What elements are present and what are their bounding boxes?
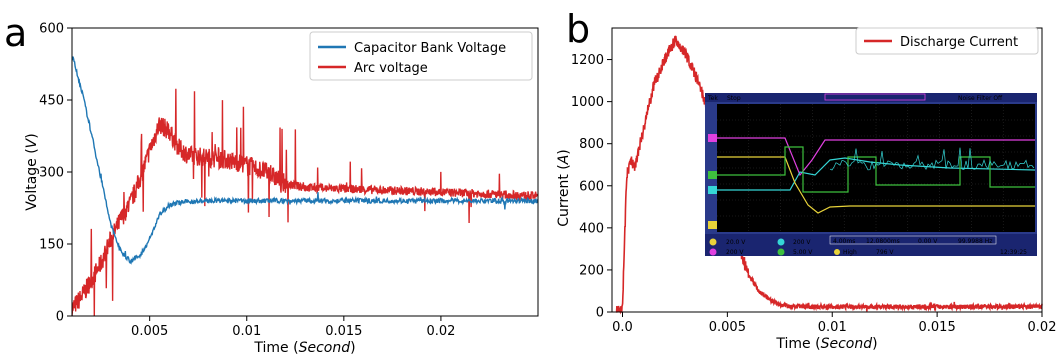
- x-tick-label: 0.02: [426, 324, 455, 339]
- x-axis-label-a: Time (Second): [253, 340, 355, 354]
- osc-trace-ch2: [717, 157, 1036, 191]
- osc-state: Stop: [727, 95, 741, 102]
- osc-ch1-scale: 20.0 V: [726, 239, 746, 246]
- y-axis-label-b: Current (A): [556, 149, 572, 227]
- osc-timebase-box: [829, 235, 997, 245]
- osc-ch3-scale: 200 V: [726, 249, 744, 256]
- osc-channel-marker: [708, 221, 717, 229]
- x-tick-label: 0.005: [709, 320, 746, 335]
- x-axis-label-b: Time (Second): [775, 336, 877, 352]
- oscilloscope-inset: Tek Stop Noise Filter Off 20.0 V 200 V 2…: [705, 93, 1037, 256]
- y-tick-label: 0: [56, 310, 64, 325]
- osc-trace-ch2-noise: [829, 147, 1035, 171]
- panel-a: a 0.005 0.01 0.015 0.02 0 150 300 450 600 Time …: [4, 11, 539, 356]
- osc-header-bar: [705, 93, 1037, 102]
- osc-clock: 12:39:25: [1000, 249, 1027, 256]
- legend-entry-discharge-current: Discharge Current: [900, 35, 1018, 50]
- osc-ch2-scale: 200 V: [793, 239, 811, 246]
- axes-frame-b: [611, 27, 1043, 313]
- osc-ch4-scale: 5.00 V: [793, 249, 813, 256]
- y-tick-label: 1200: [571, 53, 604, 68]
- x-tick-label: 0.01: [232, 324, 261, 339]
- y-tick-label: 0: [596, 306, 604, 321]
- osc-filter: Noise Filter Off: [958, 95, 1003, 102]
- series-line-arc-voltage: [72, 88, 538, 316]
- y-tick-label: 600: [579, 179, 604, 194]
- x-tick-label: 0.015: [919, 320, 956, 335]
- osc-trigger-level: 796 V: [876, 249, 894, 256]
- x-tick-label: 0.015: [325, 324, 362, 339]
- y-tick-label: 300: [39, 166, 64, 181]
- y-tick-label: 1000: [571, 95, 604, 110]
- osc-trigger: 0.00 V: [918, 238, 938, 245]
- y-tick-label: 450: [39, 94, 64, 109]
- y-tick-label: 800: [579, 137, 604, 152]
- y-tick-label: 200: [579, 263, 604, 278]
- panel-letter-b: b: [566, 7, 590, 51]
- legend-entry-arc-voltage: Arc voltage: [354, 61, 428, 76]
- osc-ch1-marker: [709, 238, 717, 246]
- osc-channel-marker: [708, 186, 717, 194]
- panel-letter-a: a: [4, 11, 27, 55]
- y-tick-label: 150: [39, 238, 64, 253]
- osc-readout-bar: [705, 234, 1037, 256]
- x-tick-label: 0.0: [612, 320, 633, 335]
- osc-trigger-marker: [834, 249, 840, 255]
- osc-channel-marker: [708, 134, 717, 142]
- series-line-capacitor-bank-voltage: [72, 56, 538, 265]
- osc-ch3-marker: [709, 248, 717, 256]
- osc-channel-marker: [708, 171, 717, 179]
- y-tick-label: 400: [579, 221, 604, 236]
- legend-a: Capacitor Bank Voltage Arc voltage: [309, 31, 533, 81]
- osc-ch4-marker: [777, 248, 785, 256]
- osc-trace-ch4: [717, 146, 1035, 193]
- osc-position: 12.0800ms: [866, 238, 900, 245]
- x-tick-label: 0.005: [131, 324, 168, 339]
- legend-b: Discharge Current: [855, 27, 1039, 55]
- osc-record-bar: [824, 93, 926, 101]
- y-tick-label: 600: [39, 22, 64, 37]
- osc-ch2-marker: [777, 238, 785, 246]
- x-tick-label: 0.02: [1028, 320, 1057, 335]
- legend-entry-capacitor-bank-voltage: Capacitor Bank Voltage: [354, 41, 506, 56]
- legend-box-b: [855, 27, 1039, 55]
- series-line-discharge-current: [615, 35, 1043, 315]
- osc-timebase: 4.00ms: [833, 238, 855, 245]
- osc-trace-ch1: [717, 156, 1035, 214]
- osc-trigger-mode: High: [843, 249, 857, 256]
- x-tick-label: 0.01: [818, 320, 847, 335]
- osc-brand: Tek: [707, 95, 718, 102]
- y-axis-label-a: Voltage (V): [24, 133, 40, 210]
- osc-frequency: 99.9988 Hz: [958, 238, 992, 245]
- osc-trace-ch3: [717, 137, 1035, 177]
- legend-box-a: [309, 31, 533, 81]
- panel-b: b 0.0 0.005 0.01 0.015 0.02 0 200 400 600 800 100…: [556, 7, 1056, 352]
